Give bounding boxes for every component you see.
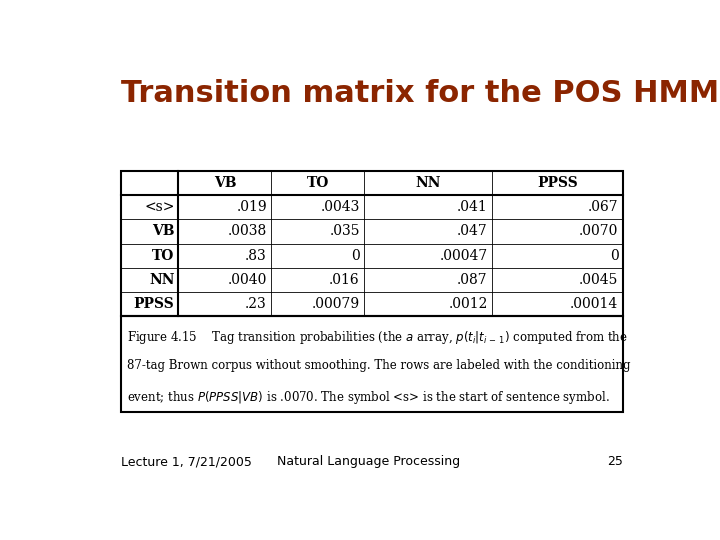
Text: Natural Language Processing: Natural Language Processing xyxy=(277,455,461,468)
Text: 0: 0 xyxy=(610,249,618,263)
Text: TO: TO xyxy=(307,176,329,190)
Text: NN: NN xyxy=(415,176,441,190)
Text: PPSS: PPSS xyxy=(134,297,174,311)
Text: <s>: <s> xyxy=(144,200,174,214)
Text: .0038: .0038 xyxy=(228,225,267,239)
Text: .0043: .0043 xyxy=(320,200,360,214)
Text: Lecture 1, 7/21/2005: Lecture 1, 7/21/2005 xyxy=(121,455,251,468)
Text: .00079: .00079 xyxy=(312,297,360,311)
Text: .0012: .0012 xyxy=(449,297,488,311)
Text: Transition matrix for the POS HMM: Transition matrix for the POS HMM xyxy=(121,79,719,109)
Text: .23: .23 xyxy=(245,297,267,311)
Text: .047: .047 xyxy=(457,225,488,239)
Text: .019: .019 xyxy=(236,200,267,214)
Text: Figure 4.15    Tag transition probabilities (the $a$ array, $p(t_i|t_{i\,-\,1})$: Figure 4.15 Tag transition probabilities… xyxy=(127,329,629,346)
Text: .0040: .0040 xyxy=(228,273,267,287)
Text: .067: .067 xyxy=(588,200,618,214)
Text: TO: TO xyxy=(152,249,174,263)
Text: NN: NN xyxy=(149,273,174,287)
Text: .00014: .00014 xyxy=(570,297,618,311)
Text: VB: VB xyxy=(152,225,174,239)
Text: 87-tag Brown corpus without smoothing. The rows are labeled with the conditionin: 87-tag Brown corpus without smoothing. T… xyxy=(127,359,631,372)
Text: .041: .041 xyxy=(457,200,488,214)
Text: .035: .035 xyxy=(329,225,360,239)
Text: .00047: .00047 xyxy=(440,249,488,263)
Text: VB: VB xyxy=(214,176,236,190)
Text: .83: .83 xyxy=(245,249,267,263)
Text: .0045: .0045 xyxy=(579,273,618,287)
Text: 0: 0 xyxy=(351,249,360,263)
Text: 25: 25 xyxy=(607,455,623,468)
Text: .087: .087 xyxy=(457,273,488,287)
Text: .016: .016 xyxy=(329,273,360,287)
Text: .0070: .0070 xyxy=(579,225,618,239)
Text: event; thus $P(PPSS|VB)$ is .0070. The symbol <s> is the start of sentence symbo: event; thus $P(PPSS|VB)$ is .0070. The s… xyxy=(127,389,610,406)
Text: PPSS: PPSS xyxy=(537,176,578,190)
